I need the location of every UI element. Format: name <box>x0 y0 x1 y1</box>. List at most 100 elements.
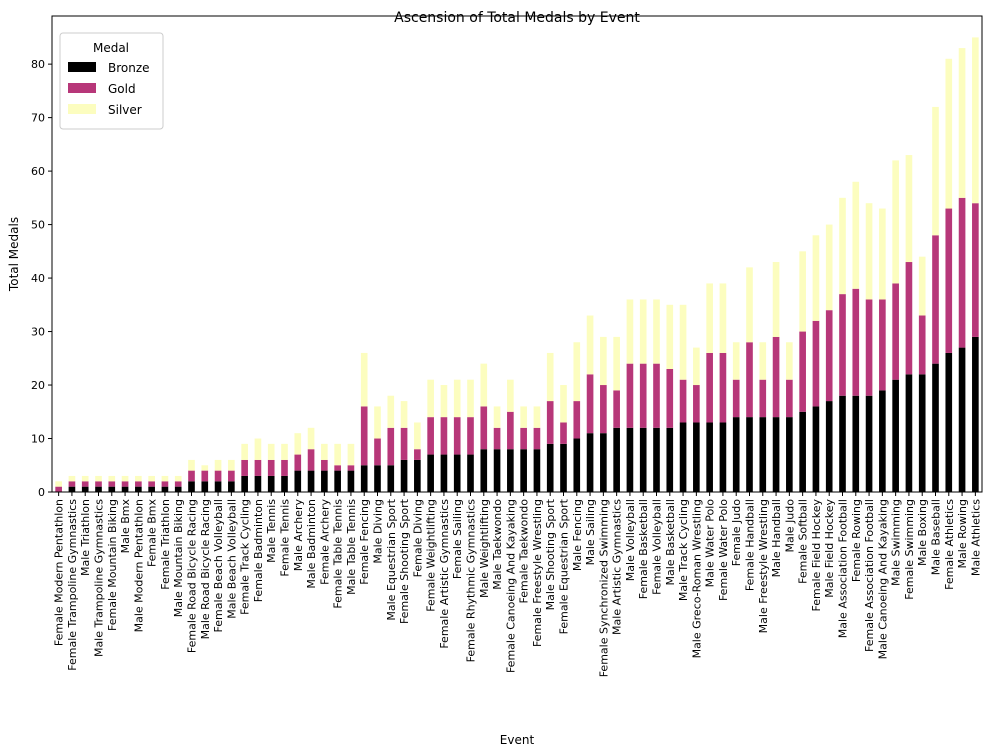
bar-bronze <box>427 454 434 492</box>
bar-gold <box>374 438 381 466</box>
x-tick-label: Female Badminton <box>252 499 265 602</box>
x-tick-label: Female Equestrian Sport <box>558 498 571 634</box>
bar-gold <box>852 288 860 396</box>
x-tick-label: Male Badminton <box>305 499 318 589</box>
bar-bronze <box>374 465 381 492</box>
x-tick-label: Female Track Cycling <box>239 499 252 615</box>
bar-bronze <box>958 347 966 492</box>
x-tick-label: Female Volleyball <box>651 499 664 595</box>
bar-silver <box>812 235 820 321</box>
bar-gold <box>108 481 116 487</box>
legend-label: Silver <box>108 103 142 117</box>
bar-silver <box>706 283 713 353</box>
bar-silver <box>453 379 461 418</box>
bar-bronze <box>387 465 395 492</box>
bar-silver <box>294 433 302 455</box>
bar-gold <box>507 411 514 450</box>
bar-bronze <box>533 449 541 492</box>
bar-bronze <box>400 459 408 492</box>
x-tick-label: Male Sailing <box>584 499 597 565</box>
x-tick-label: Male Field Hockey <box>823 499 836 598</box>
bar-silver <box>414 422 421 450</box>
bar-silver <box>639 299 647 364</box>
x-tick-label: Male Basketball <box>664 499 677 585</box>
x-tick-label: Male Triathlon <box>79 499 92 576</box>
x-tick-label: Female Softball <box>797 499 810 584</box>
bar-silver <box>600 336 607 386</box>
bar-bronze <box>706 422 713 492</box>
bar-gold <box>679 379 687 423</box>
bar-bronze <box>148 486 155 492</box>
bar-gold <box>932 235 939 364</box>
bar-gold <box>68 481 76 487</box>
legend: Medal Bronze Gold Silver <box>59 32 164 130</box>
bar-bronze <box>879 390 886 492</box>
x-tick-label: Male Water Polo <box>704 499 717 588</box>
bar-silver <box>214 459 222 471</box>
bar-silver <box>148 475 155 482</box>
bar-bronze <box>732 417 740 492</box>
bar-silver <box>81 475 89 482</box>
bar-silver <box>281 443 288 460</box>
bar-bronze <box>546 443 554 492</box>
bar-silver <box>108 475 116 482</box>
bar-gold <box>759 379 767 418</box>
x-tick-label: Male Rowing <box>956 499 969 568</box>
bar-gold <box>719 352 727 423</box>
x-tick-label: Female Trampoline Gymnastics <box>66 499 79 671</box>
bar-silver <box>958 48 966 198</box>
bar-silver <box>746 267 753 343</box>
bar-silver <box>507 379 514 412</box>
x-tick-label: Male Weightlifting <box>478 499 491 598</box>
bar-bronze <box>254 475 262 492</box>
x-tick-label: Male Beach Volleyball <box>225 499 238 619</box>
bar-bronze <box>267 475 275 492</box>
x-tick-label: Male Taekwondo <box>491 499 504 590</box>
bar-silver <box>493 406 501 428</box>
bar-bronze <box>918 374 926 492</box>
bar-silver <box>653 299 660 364</box>
x-tick-label: Female Shooting Sport <box>398 498 411 624</box>
bar-bronze <box>121 486 129 492</box>
bar-silver <box>759 342 767 380</box>
bar-bronze <box>812 406 820 492</box>
bar-bronze <box>865 395 873 492</box>
bar-gold <box>281 459 288 476</box>
bar-gold <box>427 417 434 455</box>
y-tick-label: 70 <box>31 112 45 125</box>
bar-bronze <box>334 470 341 492</box>
bar-silver <box>334 443 341 466</box>
bar-gold <box>653 363 660 428</box>
bar-silver <box>400 401 408 428</box>
bar-gold <box>161 481 169 487</box>
x-tick-label: Male Track Cycling <box>677 499 690 601</box>
bar-gold <box>321 459 328 471</box>
bar-silver <box>799 251 806 332</box>
bar-silver <box>374 406 381 439</box>
bar-gold <box>267 459 275 476</box>
bar-bronze <box>440 454 448 492</box>
bar-gold <box>334 465 341 471</box>
bar-gold <box>693 385 700 423</box>
bar-bronze <box>719 422 727 492</box>
bar-gold <box>307 449 315 471</box>
bar-gold <box>892 283 899 380</box>
bar-bronze <box>241 475 248 492</box>
bar-gold <box>121 481 129 487</box>
legend-swatch-silver <box>68 104 96 114</box>
bar-gold <box>188 470 195 482</box>
bar-silver <box>135 475 142 482</box>
x-tick-label: Female Rhythmic Gymnastics <box>465 499 478 663</box>
bar-bronze <box>174 486 182 492</box>
x-tick-label: Male Handball <box>770 499 783 577</box>
bar-gold <box>865 299 873 396</box>
x-tick-label: Male Road Bicycle Racing <box>199 499 212 639</box>
bar-gold <box>613 390 620 428</box>
bar-bronze <box>600 433 607 492</box>
y-tick-label: 50 <box>31 219 45 232</box>
bar-bronze <box>772 417 780 492</box>
bar-silver <box>732 342 740 380</box>
bar-silver <box>905 155 913 263</box>
y-tick-label: 40 <box>31 272 45 285</box>
bar-silver <box>188 459 195 471</box>
